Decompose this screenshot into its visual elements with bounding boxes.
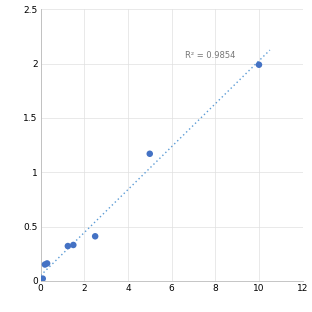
- Point: [93, 234, 98, 239]
- Point: [40, 276, 45, 281]
- Point: [66, 244, 71, 249]
- Text: R² = 0.9854: R² = 0.9854: [185, 51, 235, 61]
- Point: [42, 262, 47, 267]
- Point: [256, 62, 261, 67]
- Point: [71, 242, 76, 247]
- Point: [45, 261, 50, 266]
- Point: [147, 151, 152, 156]
- Point: [38, 277, 43, 282]
